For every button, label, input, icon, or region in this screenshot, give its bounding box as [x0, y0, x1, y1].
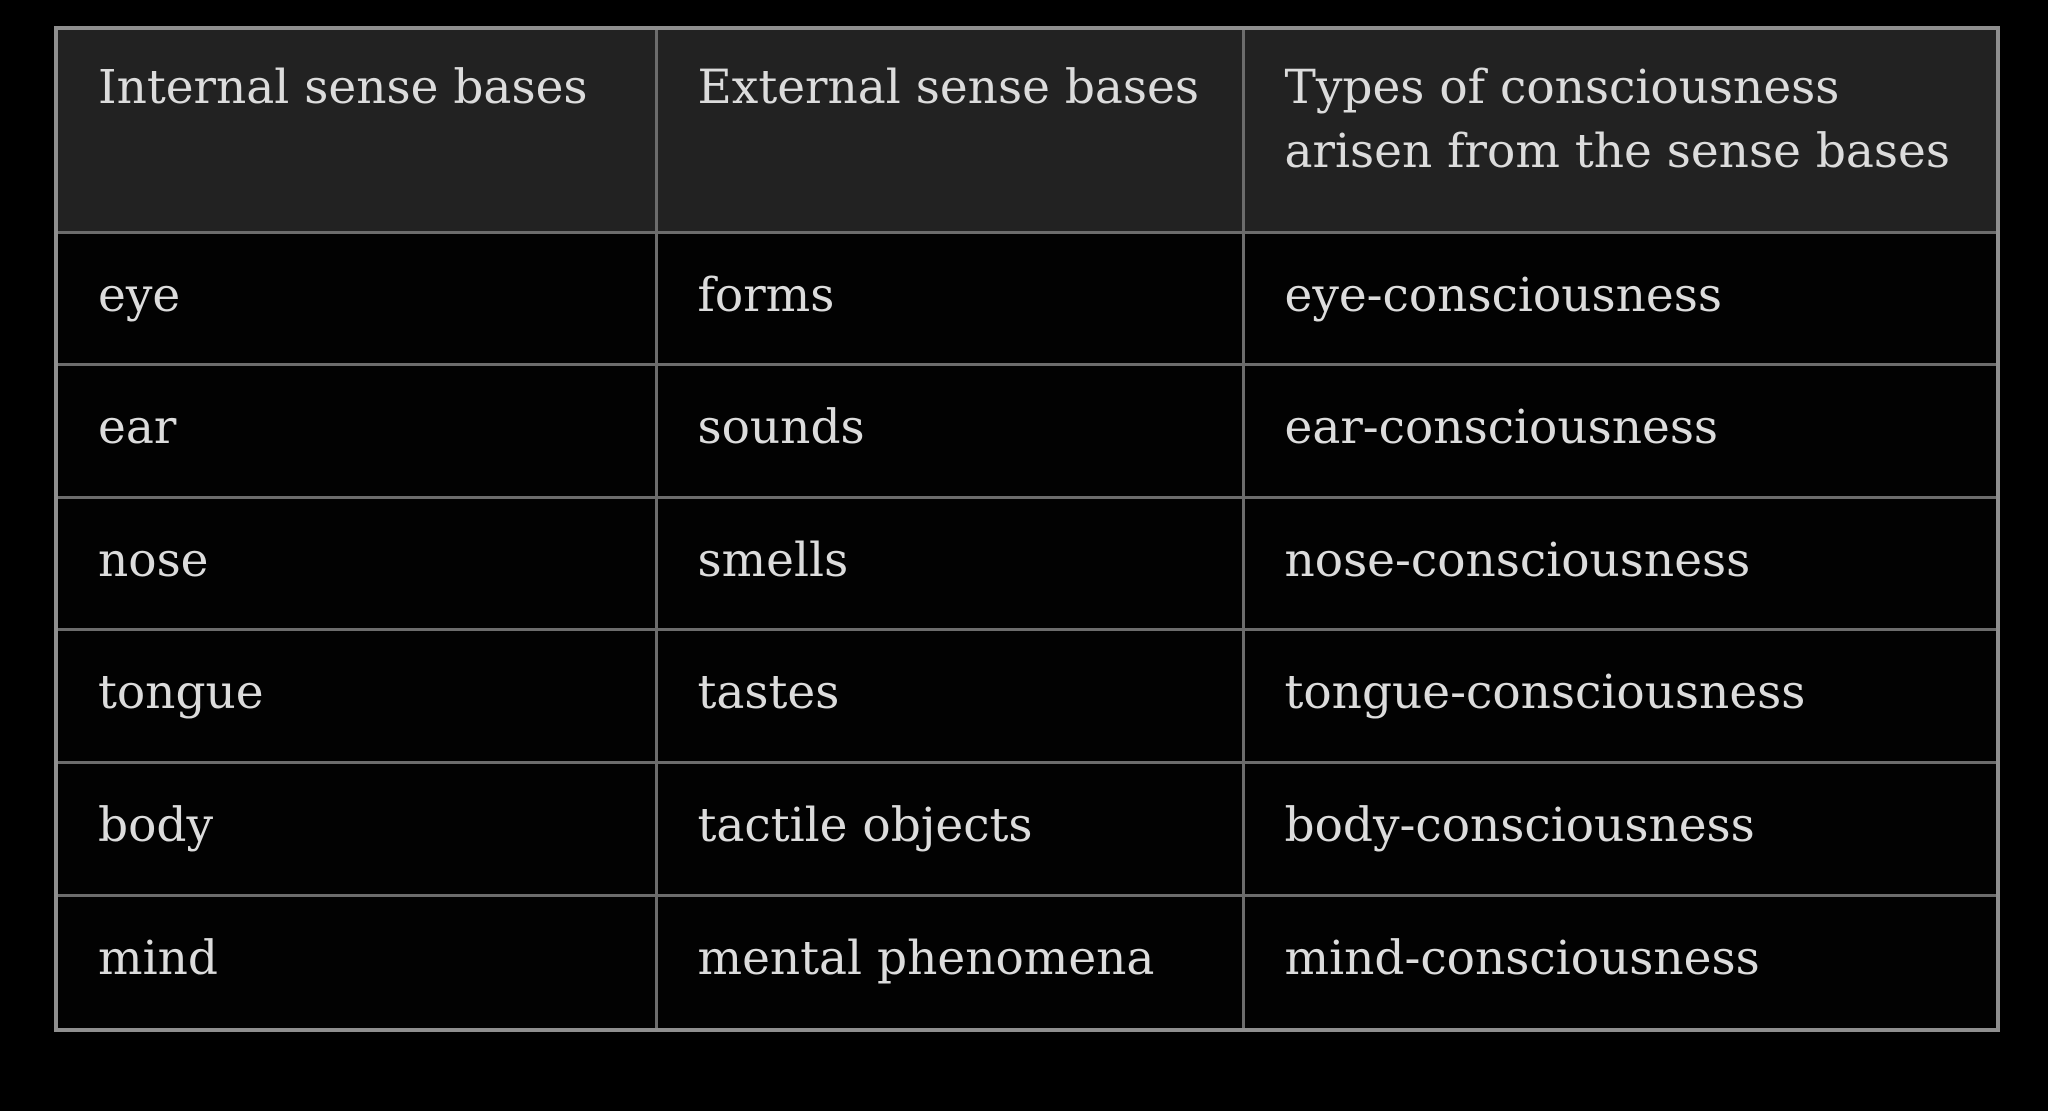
- external-sense-base-cell: smells: [654, 495, 1245, 632]
- external-sense-base-cell: forms: [654, 230, 1245, 367]
- table-row: eye forms eye-consciousness: [58, 230, 1996, 367]
- internal-sense-base-cell: ear: [58, 363, 658, 499]
- table-row: ear sounds ear-consciousness: [58, 363, 1996, 499]
- table-row: nose smells nose-consciousness: [58, 495, 1996, 632]
- external-sense-base-cell: mental phenomena: [654, 893, 1245, 1028]
- internal-sense-base-cell: tongue: [58, 628, 658, 765]
- table-row: tongue tastes tongue-consciousness: [58, 628, 1996, 765]
- external-sense-base-cell: sounds: [654, 363, 1245, 499]
- internal-sense-base-cell: body: [58, 761, 658, 897]
- external-sense-base-cell: tastes: [654, 628, 1245, 765]
- consciousness-type-cell: body-consciousness: [1241, 761, 1996, 897]
- consciousness-type-cell: ear-consciousness: [1241, 363, 1996, 499]
- header-types-of-consciousness: Types of consciousness arisen from the s…: [1241, 30, 1996, 234]
- internal-sense-base-cell: nose: [58, 495, 658, 632]
- consciousness-type-cell: tongue-consciousness: [1241, 628, 1996, 765]
- consciousness-type-cell: nose-consciousness: [1241, 495, 1996, 632]
- internal-sense-base-cell: eye: [58, 230, 658, 367]
- table-header-row: Internal sense bases External sense base…: [58, 30, 1996, 234]
- sense-bases-table: Internal sense bases External sense base…: [58, 30, 1996, 1028]
- internal-sense-base-cell: mind: [58, 893, 658, 1028]
- header-internal-sense-bases: Internal sense bases: [58, 30, 658, 234]
- consciousness-type-cell: mind-consciousness: [1241, 893, 1996, 1028]
- consciousness-type-cell: eye-consciousness: [1241, 230, 1996, 367]
- sense-bases-table-frame: Internal sense bases External sense base…: [54, 26, 2000, 1032]
- table-row: mind mental phenomena mind-consciousness: [58, 893, 1996, 1028]
- header-external-sense-bases: External sense bases: [654, 30, 1245, 234]
- table-row: body tactile objects body-consciousness: [58, 761, 1996, 897]
- external-sense-base-cell: tactile objects: [654, 761, 1245, 897]
